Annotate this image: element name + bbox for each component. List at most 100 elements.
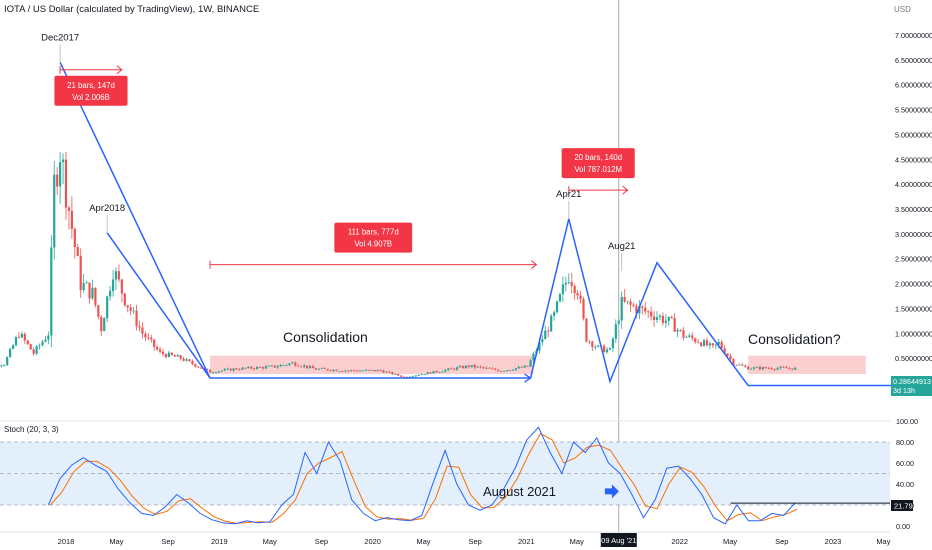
candle — [70, 196, 73, 239]
candle — [61, 153, 65, 185]
candle — [773, 368, 776, 371]
measure-2: 111 bars, 777d Vol 4.907B — [209, 222, 538, 270]
time-tick-label: Sep — [775, 537, 788, 546]
candle-body — [282, 364, 285, 366]
candle — [156, 344, 159, 351]
candle-body — [197, 366, 200, 368]
candle-body — [755, 367, 759, 368]
peak-text: Dec2017 — [41, 32, 79, 43]
candle — [182, 356, 185, 362]
candle-body — [688, 335, 691, 337]
stoch-current-badge: 21.79 — [891, 500, 913, 511]
candle — [544, 325, 547, 340]
candle — [464, 365, 467, 369]
candle-body — [450, 368, 453, 370]
candle — [250, 365, 253, 370]
candle — [567, 273, 570, 285]
candle-body — [779, 366, 782, 369]
candle-body — [585, 318, 588, 342]
candle-body — [514, 368, 517, 370]
candle — [397, 373, 400, 377]
peak-labels: Dec2017 Apr2018 Apr21 Aug21 — [41, 32, 635, 272]
candle-body — [341, 371, 344, 372]
candle-body — [764, 367, 767, 369]
candle-body — [426, 372, 429, 375]
candle-body — [14, 337, 18, 346]
candle-body — [297, 365, 300, 367]
candle-body — [567, 282, 570, 283]
countdown-value: 3d 13h — [893, 386, 915, 395]
consolidation-zones — [210, 355, 866, 375]
candle — [629, 298, 632, 312]
peak-text: Aug21 — [608, 241, 635, 252]
candle-body — [714, 344, 717, 346]
candle — [94, 287, 97, 308]
candle-body — [758, 367, 762, 370]
candle — [288, 362, 291, 367]
candle — [602, 344, 606, 353]
trend-arrowhead — [524, 373, 532, 383]
trend-line-3 — [529, 218, 899, 387]
candle — [735, 364, 738, 366]
candle-body — [347, 370, 350, 372]
candle — [56, 167, 59, 195]
consolidation-zone-1 — [210, 355, 534, 375]
candle-body — [182, 358, 185, 361]
candle-body — [503, 370, 506, 372]
candle — [491, 366, 494, 370]
candle-body — [214, 372, 218, 374]
candle — [511, 369, 515, 371]
candle-body — [488, 367, 491, 369]
candle-body — [111, 279, 115, 292]
candle-body — [329, 370, 332, 372]
candle — [120, 278, 123, 303]
candle — [788, 366, 791, 370]
candle-body — [76, 247, 79, 256]
candle-body — [394, 373, 397, 375]
measure-box — [334, 222, 413, 253]
candle — [779, 365, 782, 370]
candle-body — [244, 367, 247, 369]
candle — [758, 365, 762, 371]
candle — [117, 264, 121, 283]
candle — [576, 289, 579, 300]
candle — [141, 322, 144, 339]
candle-body — [61, 159, 65, 163]
price-tick-label: 3.50000000 — [895, 205, 932, 214]
candle-body — [476, 366, 479, 368]
candle — [20, 331, 23, 339]
candle-body — [749, 368, 753, 370]
price-tick-label: 0.50000000 — [895, 354, 932, 363]
candle — [364, 368, 368, 371]
candle — [220, 370, 223, 373]
time-tick-label: 2019 — [211, 537, 228, 546]
stoch-tick-label: 40.00 — [896, 480, 914, 489]
candle-body — [494, 368, 497, 370]
candle — [508, 369, 512, 371]
candle-body — [582, 299, 585, 319]
candle — [82, 273, 85, 293]
candle — [426, 371, 429, 375]
candle-body — [367, 369, 370, 371]
candle-body — [50, 247, 53, 336]
candle-body — [17, 337, 21, 338]
time-tick-label: Sep — [468, 537, 481, 546]
candle-body — [682, 330, 685, 338]
candle-body — [397, 373, 400, 376]
candle-body — [332, 369, 335, 371]
candle — [794, 366, 797, 370]
candle — [550, 314, 553, 332]
candle-body — [608, 348, 612, 350]
candle — [326, 368, 329, 371]
candle — [361, 370, 365, 372]
time-tick-label: May — [109, 537, 123, 546]
candle — [791, 368, 794, 371]
candle-body — [11, 345, 15, 349]
measure-arrowhead — [622, 185, 629, 195]
candle — [247, 365, 250, 369]
candle-body — [561, 284, 565, 295]
candle-body — [747, 366, 750, 370]
candle — [114, 267, 118, 291]
candle-body — [458, 366, 462, 368]
candle — [647, 310, 650, 319]
